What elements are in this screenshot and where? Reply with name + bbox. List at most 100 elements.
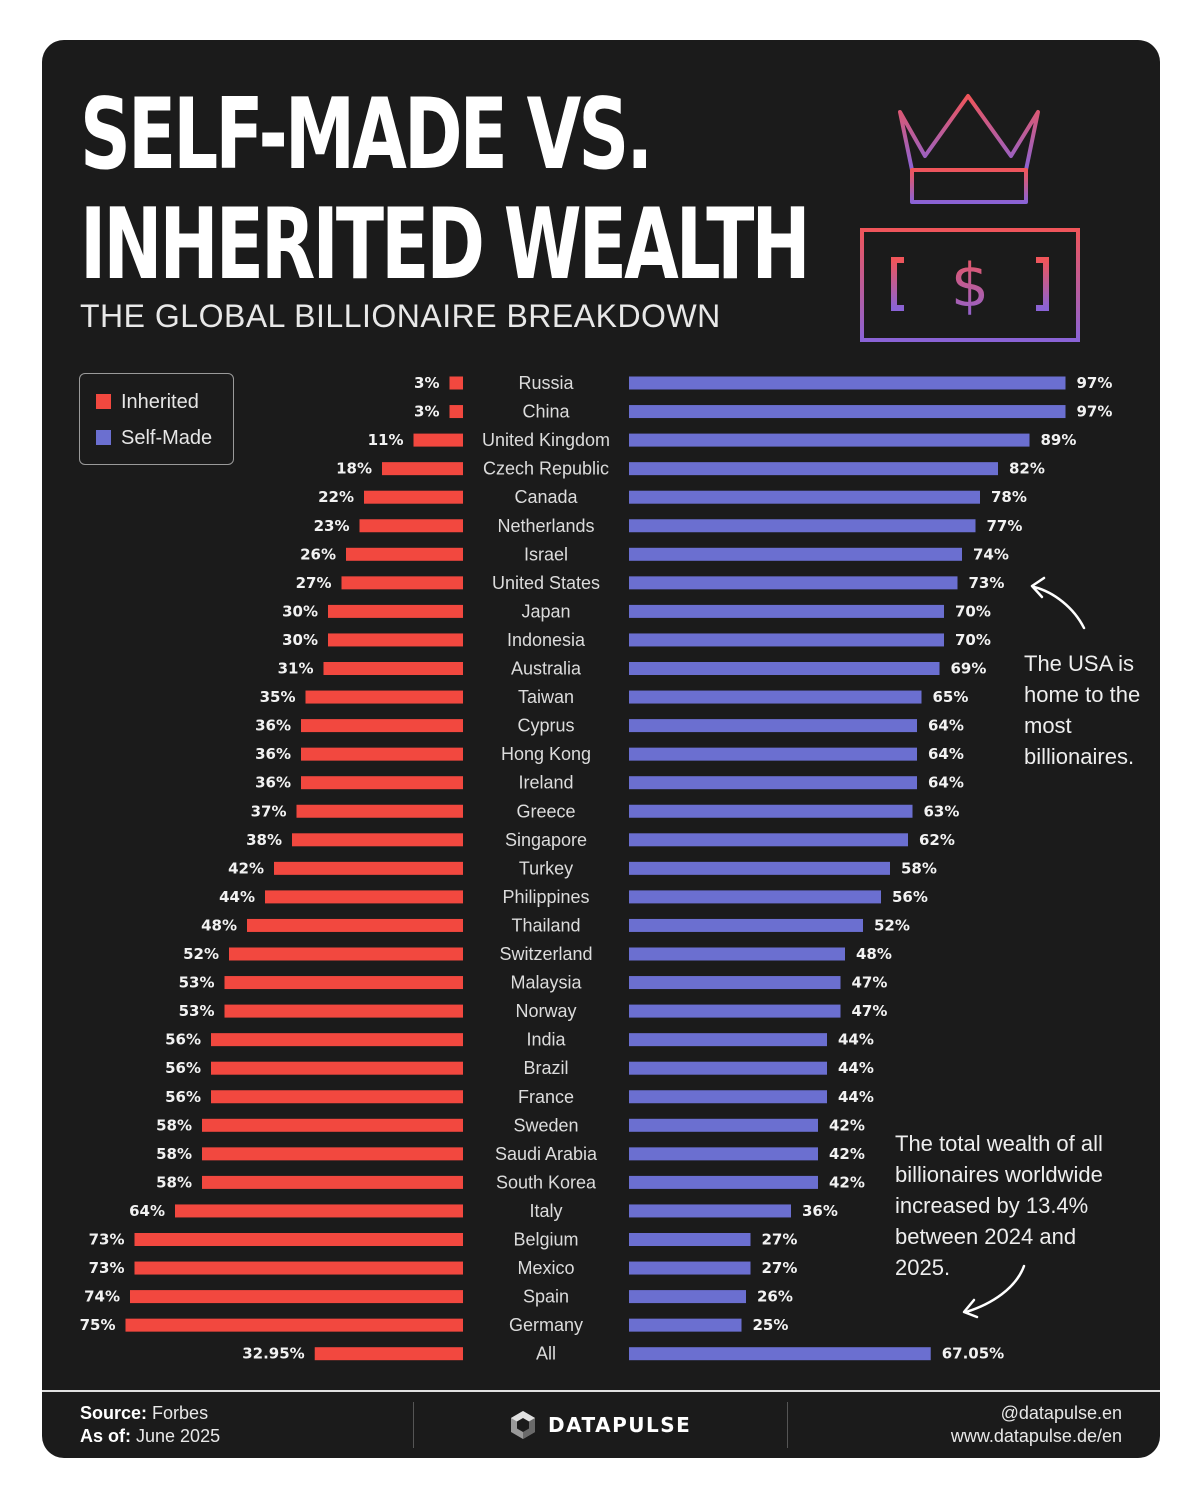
asof-label: As of: [80, 1426, 131, 1446]
label-self-made-france: 44% [838, 1088, 874, 1106]
label-self-made-philippines: 56% [892, 888, 928, 906]
bar-inherited-france [211, 1090, 463, 1104]
footer-divider [42, 1390, 1160, 1392]
label-self-made-south-korea: 42% [829, 1173, 865, 1191]
label-inherited-indonesia: 30% [282, 631, 318, 649]
label-inherited-malaysia: 53% [179, 974, 215, 992]
bar-self-made-italy [629, 1204, 791, 1218]
bar-self-made-france [629, 1090, 827, 1104]
label-self-made-singapore: 62% [919, 831, 955, 849]
category-label-france: France [518, 1087, 574, 1107]
social-handle[interactable]: @datapulse.en [1000, 1403, 1122, 1423]
category-label-sweden: Sweden [513, 1115, 578, 1135]
category-label-malaysia: Malaysia [510, 973, 582, 993]
bar-inherited-japan [328, 604, 463, 618]
label-self-made-israel: 74% [973, 545, 1009, 563]
bar-inherited-united-states [341, 576, 463, 590]
bar-self-made-thailand [629, 918, 863, 932]
bar-self-made-turkey [629, 861, 890, 875]
category-label-germany: Germany [509, 1315, 583, 1335]
bar-self-made-singapore [629, 833, 908, 847]
label-self-made-norway: 47% [852, 1002, 888, 1020]
label-inherited-taiwan: 35% [260, 688, 296, 706]
footer-source: Source: Forbes As of: June 2025 [80, 1402, 220, 1448]
bar-self-made-china [629, 405, 1066, 419]
label-self-made-spain: 26% [757, 1288, 793, 1306]
infographic-card: SELF-MADE VS. INHERITED WEALTH THE GLOBA… [42, 40, 1160, 1458]
category-label-thailand: Thailand [511, 915, 580, 935]
label-self-made-germany: 25% [753, 1316, 789, 1334]
label-inherited-south-korea: 58% [156, 1173, 192, 1191]
bar-self-made-norway [629, 1004, 841, 1018]
label-inherited-cyprus: 36% [255, 717, 291, 735]
label-inherited-greece: 37% [251, 802, 287, 820]
bar-inherited-norway [224, 1004, 463, 1018]
bar-inherited-netherlands [359, 519, 463, 533]
legend-swatch-self-made [96, 430, 111, 445]
bar-inherited-philippines [265, 890, 463, 904]
bar-self-made-taiwan [629, 690, 922, 704]
label-inherited-all: 32.95% [242, 1345, 304, 1363]
category-label-greece: Greece [516, 801, 575, 821]
bar-inherited-switzerland [229, 947, 463, 961]
brand-logo: DATAPULSE [508, 1408, 691, 1442]
label-self-made-turkey: 58% [901, 859, 937, 877]
bar-inherited-india [211, 1033, 463, 1047]
label-inherited-mexico: 73% [89, 1259, 125, 1277]
category-label-ireland: Ireland [518, 773, 573, 793]
category-label-saudi-arabia: Saudi Arabia [495, 1144, 598, 1164]
category-label-turkey: Turkey [519, 858, 573, 878]
bar-inherited-spain [130, 1290, 463, 1304]
label-self-made-australia: 69% [951, 660, 987, 678]
bar-self-made-belgium [629, 1233, 751, 1246]
bar-self-made-united-states [629, 576, 958, 590]
label-inherited-brazil: 56% [165, 1059, 201, 1077]
label-inherited-italy: 64% [129, 1202, 165, 1220]
bar-inherited-sweden [202, 1118, 463, 1132]
bar-self-made-saudi-arabia [629, 1147, 818, 1161]
bar-inherited-south-korea [202, 1175, 463, 1189]
category-label-italy: Italy [529, 1201, 562, 1221]
label-inherited-japan: 30% [282, 602, 318, 620]
label-inherited-czech-republic: 18% [336, 460, 372, 478]
bar-inherited-brazil [211, 1061, 463, 1075]
bar-inherited-all [314, 1347, 463, 1361]
category-label-czech-republic: Czech Republic [483, 459, 609, 479]
label-inherited-ireland: 36% [255, 774, 291, 792]
website-link[interactable]: www.datapulse.de/en [950, 1426, 1122, 1446]
category-label-china: China [522, 402, 570, 422]
diverging-bar-chart: 3% Russia 97% 3% China 97% 11% United Kingdom 89… [80, 373, 1113, 1364]
source-value: Forbes [152, 1403, 209, 1423]
bar-self-made-sweden [629, 1118, 818, 1132]
label-inherited-united-states: 27% [296, 574, 332, 592]
title-line-2: INHERITED WEALTH [80, 188, 811, 302]
label-inherited-thailand: 48% [201, 916, 237, 934]
label-self-made-sweden: 42% [829, 1116, 865, 1134]
bar-self-made-india [629, 1033, 827, 1047]
legend-item-self-made: Self-Made [96, 425, 212, 451]
bar-self-made-germany [629, 1318, 742, 1332]
bar-inherited-australia [323, 662, 463, 675]
label-self-made-russia: 97% [1077, 374, 1113, 392]
label-inherited-russia: 3% [414, 374, 439, 392]
category-label-japan: Japan [521, 601, 570, 621]
bar-self-made-japan [629, 604, 944, 618]
asof-value: June 2025 [136, 1426, 221, 1446]
category-label-hong-kong: Hong Kong [501, 744, 591, 764]
bar-self-made-cyprus [629, 719, 917, 733]
label-self-made-switzerland: 48% [856, 945, 892, 963]
bar-self-made-netherlands [629, 519, 976, 533]
bar-inherited-cyprus [301, 719, 463, 733]
label-inherited-united-kingdom: 11% [368, 431, 404, 449]
label-self-made-china: 97% [1077, 403, 1113, 421]
category-label-all: All [536, 1344, 556, 1364]
source-label: Source: [80, 1403, 148, 1423]
label-self-made-united-states: 73% [969, 574, 1005, 592]
label-inherited-saudi-arabia: 58% [156, 1145, 192, 1163]
label-self-made-india: 44% [838, 1031, 874, 1049]
bar-inherited-indonesia [328, 633, 463, 647]
footer-separator [787, 1402, 788, 1448]
footer-separator [413, 1402, 414, 1448]
category-label-south-korea: South Korea [496, 1172, 597, 1192]
label-self-made-taiwan: 65% [933, 688, 969, 706]
